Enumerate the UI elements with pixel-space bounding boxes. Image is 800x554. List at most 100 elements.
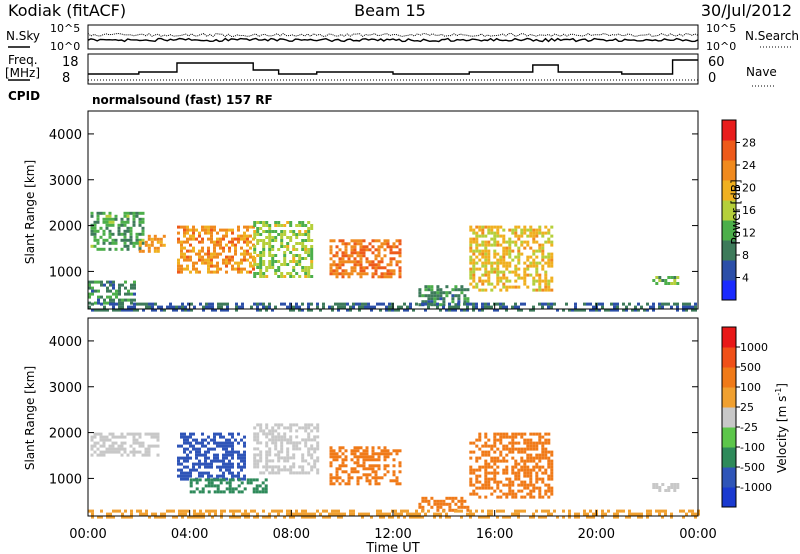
heatmap-cell [249, 481, 253, 485]
heatmap-cell [249, 225, 252, 229]
heatmap-cell [547, 261, 551, 265]
heatmap-cell [382, 512, 385, 516]
y-tick-label: 3000 [49, 174, 82, 189]
heatmap-cell [541, 255, 545, 259]
heatmap-cell [490, 459, 494, 463]
heatmap-cell [329, 455, 333, 459]
heatmap-cell [550, 302, 553, 306]
heatmap-cell [362, 254, 366, 258]
heatmap-cell [550, 258, 554, 262]
heatmap-cell [505, 471, 509, 475]
heatmap-cell [523, 509, 526, 513]
heatmap-cell [111, 441, 115, 445]
heatmap-cell [481, 240, 485, 244]
heatmap-cell [207, 264, 210, 268]
heatmap-cell [514, 225, 518, 229]
heatmap-cell [347, 260, 351, 264]
heatmap-cell [499, 489, 503, 493]
heatmap-cell [514, 495, 518, 499]
heatmap-cell [478, 456, 482, 460]
heatmap-cell [451, 305, 454, 309]
heatmap-cell [353, 467, 357, 471]
heatmap-cell [556, 515, 559, 519]
heatmap-cell [532, 231, 536, 235]
heatmap-cell [256, 233, 260, 236]
heatmap-cell [253, 447, 257, 451]
heatmap-cell [526, 267, 530, 271]
heatmap-cell [177, 468, 180, 472]
heatmap-cell [344, 245, 348, 249]
heatmap-cell [643, 308, 646, 312]
heatmap-cell [298, 242, 302, 245]
heatmap-cell [237, 478, 241, 482]
heatmap-cell [550, 486, 554, 490]
heatmap-cell [265, 242, 269, 245]
heatmap-cell [350, 260, 354, 264]
heatmap-cell [228, 484, 232, 488]
heatmap-cell [222, 258, 225, 262]
heatmap-cell [541, 444, 545, 448]
heatmap-cell [307, 432, 311, 436]
heatmap-cell [371, 449, 375, 453]
heatmap-cell [380, 272, 384, 276]
heatmap-cell [232, 512, 235, 516]
heatmap-cell [359, 242, 363, 246]
heatmap-cell [199, 515, 202, 519]
heatmap-cell [249, 252, 252, 256]
heatmap-cell [112, 515, 115, 519]
heatmap-cell [280, 242, 284, 245]
heatmap-cell [307, 236, 311, 239]
heatmap-cell [234, 261, 237, 265]
heatmap-cell [418, 512, 421, 516]
heatmap-cell [154, 302, 157, 306]
heatmap-cell [637, 515, 640, 519]
heatmap-cell [289, 429, 293, 433]
heatmap-cell [192, 468, 195, 472]
heatmap-cell [129, 238, 133, 242]
heatmap-cell [350, 254, 354, 258]
heatmap-cell [520, 456, 524, 460]
heatmap-cell [343, 302, 346, 306]
heatmap-cell [144, 240, 148, 244]
heatmap-cell [445, 308, 448, 312]
heatmap-cell [262, 272, 266, 275]
heatmap-cell [535, 462, 539, 466]
heatmap-cell [274, 435, 278, 439]
heatmap-cell [353, 263, 357, 267]
heatmap-cell [99, 432, 103, 436]
heatmap-cell [240, 438, 243, 442]
heatmap-cell [225, 465, 228, 469]
heatmap-cell [304, 509, 307, 513]
heatmap-cell [121, 515, 124, 519]
heatmap-cell [210, 240, 213, 244]
heatmap-cell [589, 302, 592, 306]
heatmap-cell [415, 515, 418, 519]
heatmap-cell [523, 474, 527, 478]
heatmap-cell [237, 462, 240, 466]
heatmap-cell [262, 260, 266, 263]
freq-panel-frame [87, 53, 699, 85]
heatmap-cell [150, 237, 154, 241]
heatmap-cell [374, 473, 378, 477]
heatmap-cell [259, 257, 263, 260]
heatmap-cell [439, 505, 443, 509]
heatmap-cell [93, 238, 97, 242]
heatmap-cell [180, 435, 183, 439]
heatmap-cell [264, 484, 268, 488]
heatmap-cell [313, 459, 317, 463]
heatmap-cell [316, 426, 320, 430]
heatmap-cell [350, 239, 354, 243]
heatmap-cell [377, 248, 381, 252]
heatmap-cell [117, 450, 121, 454]
heatmap-cell [256, 515, 259, 519]
heatmap-cell [341, 263, 345, 267]
heatmap-cell [359, 251, 363, 255]
heatmap-cell [307, 221, 311, 224]
heatmap-cell [541, 441, 545, 445]
heatmap-cell [374, 266, 378, 270]
heatmap-cell [268, 450, 272, 454]
heatmap-cell [547, 512, 550, 516]
heatmap-cell [292, 465, 296, 469]
heatmap-cell [231, 447, 234, 451]
heatmap-cell [243, 240, 246, 244]
